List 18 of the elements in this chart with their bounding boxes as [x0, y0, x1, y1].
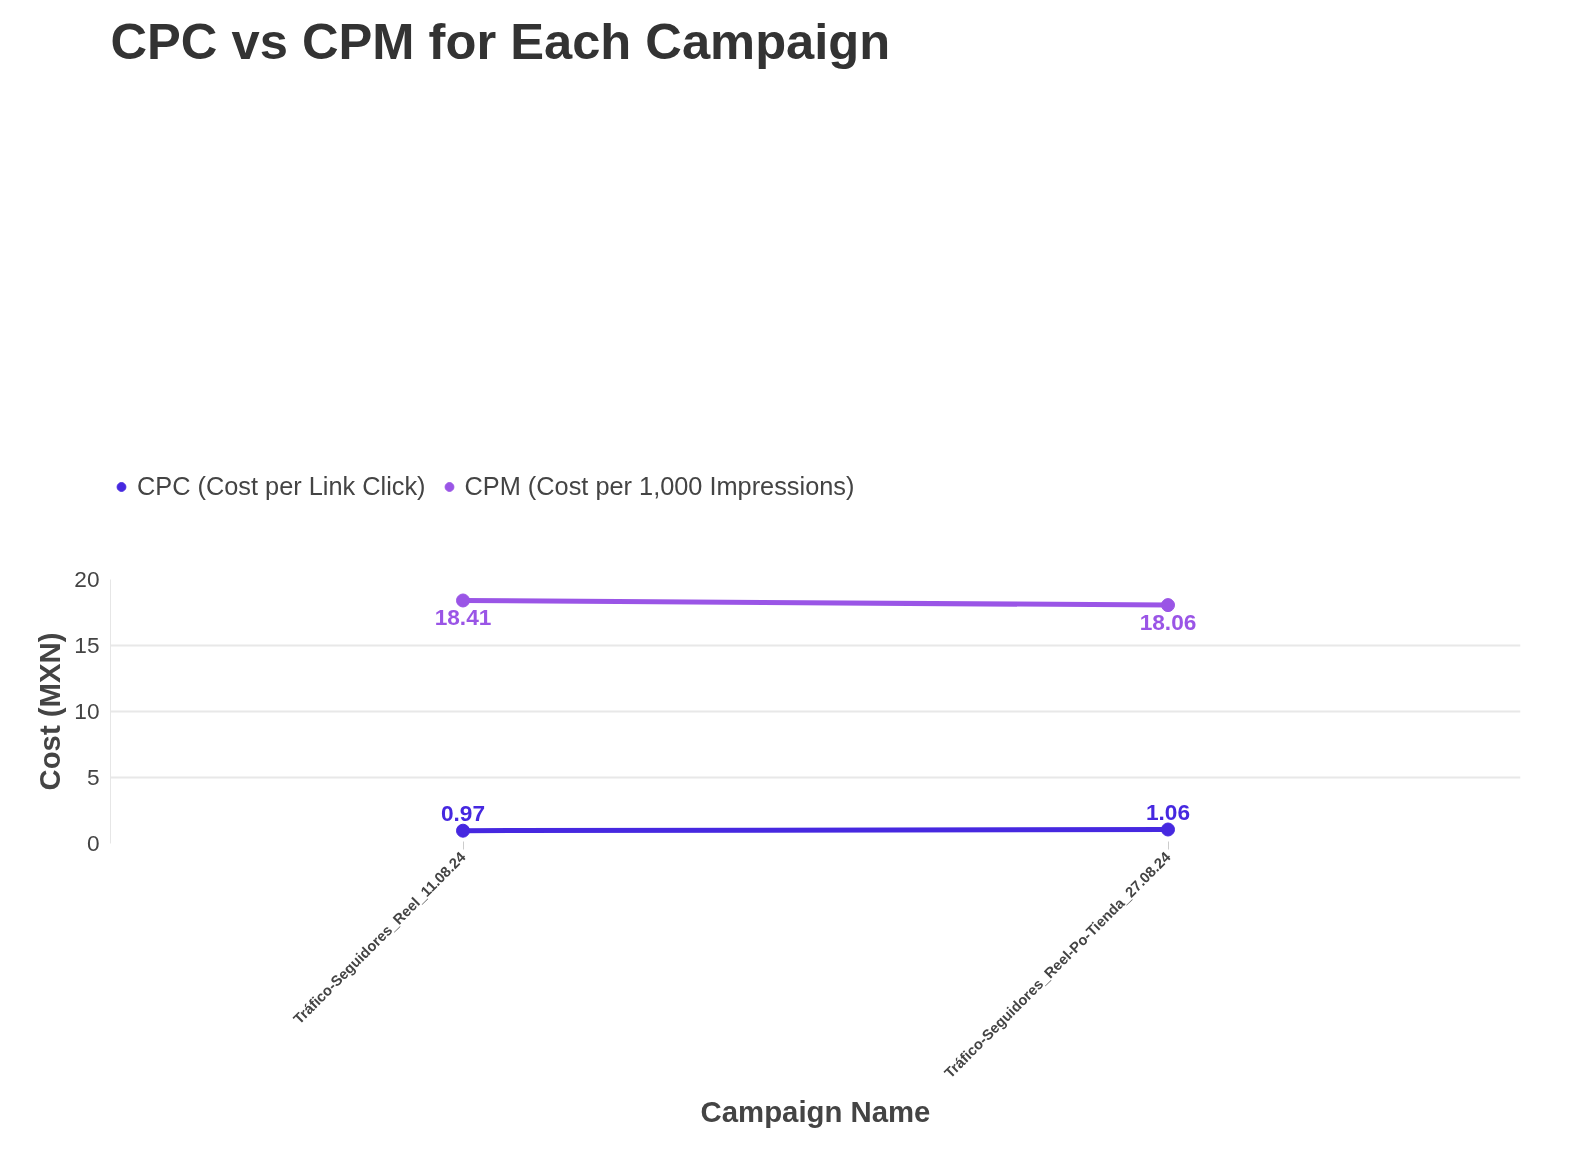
y-tick-label: 5: [86, 764, 100, 790]
y-tick-label: 0: [86, 830, 100, 856]
data-label: 0.97: [440, 799, 486, 826]
data-label: 18.06: [1139, 609, 1197, 636]
legend-label: CPC (Cost per Link Click): [137, 471, 426, 501]
legend-label: CPM (Cost per 1,000 Impressions): [464, 471, 855, 501]
data-label: 1.06: [1145, 798, 1191, 825]
point: [1161, 822, 1175, 837]
y-tick-label: 10: [74, 698, 100, 724]
point: [456, 593, 470, 608]
y-tick-label: 15: [74, 632, 100, 658]
x-axis-title: Campaign Name: [700, 1094, 931, 1128]
data-label: 18.41: [434, 604, 492, 631]
y-axis-title: Cost (MXN): [33, 632, 67, 791]
y-tick-label: 20: [74, 566, 100, 592]
chart-title: CPC vs CPM for Each Campaign: [110, 12, 891, 70]
point: [456, 823, 470, 838]
point: [1161, 598, 1175, 613]
